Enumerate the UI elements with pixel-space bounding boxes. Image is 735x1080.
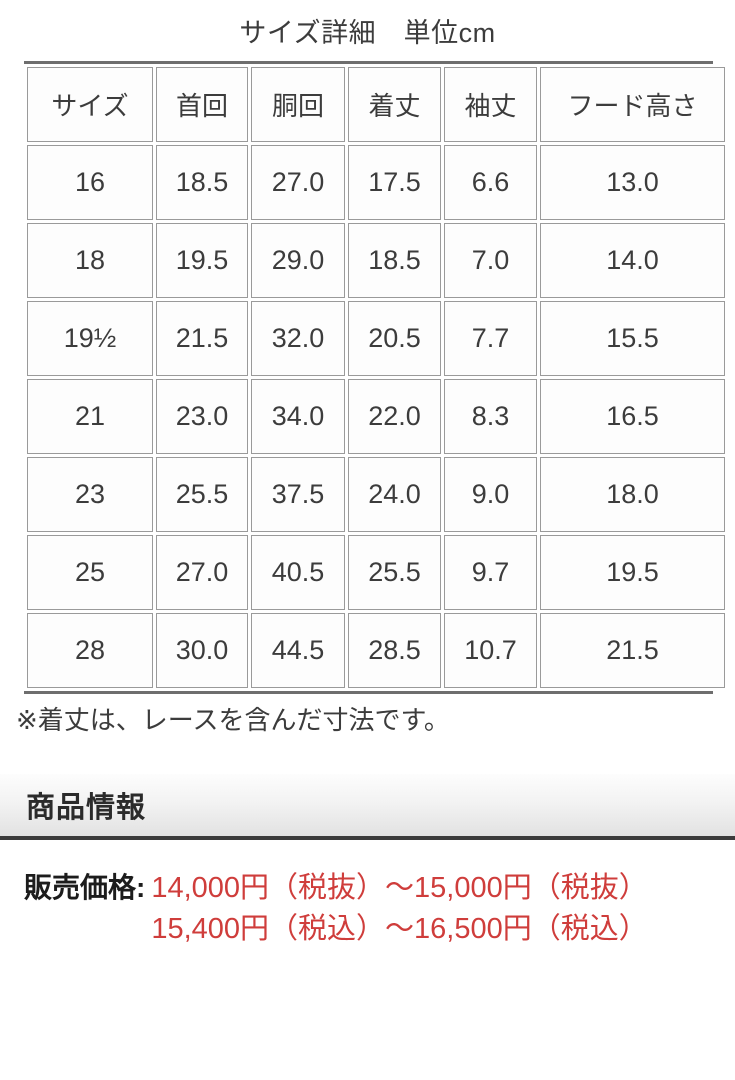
table-row: 23 25.5 37.5 24.0 9.0 18.0 <box>27 457 725 532</box>
table-cell-size: 19½ <box>27 301 153 376</box>
table-cell-sleeve: 8.3 <box>444 379 537 454</box>
table-cell-length: 20.5 <box>348 301 441 376</box>
table-cell-chest: 44.5 <box>251 613 345 688</box>
table-cell-length: 17.5 <box>348 145 441 220</box>
table-cell-hood-height: 16.5 <box>540 379 725 454</box>
table-header-cell: 胴回 <box>251 67 345 142</box>
table-header-row: サイズ 首回 胴回 着丈 袖丈 フード高さ <box>27 67 725 142</box>
table-cell-neck: 19.5 <box>156 223 248 298</box>
table-cell-neck: 21.5 <box>156 301 248 376</box>
table-row: 25 27.0 40.5 25.5 9.7 19.5 <box>27 535 725 610</box>
table-cell-sleeve: 7.7 <box>444 301 537 376</box>
table-cell-sleeve: 7.0 <box>444 223 537 298</box>
size-detail-section: サイズ詳細 単位cm サイズ 首回 胴回 着丈 袖丈 フード高さ 16 18.5 <box>16 18 725 735</box>
price-line-tax-included: 15,400円（税込）～16,500円（税込） <box>151 912 648 945</box>
table-cell-chest: 27.0 <box>251 145 345 220</box>
table-cell-hood-height: 19.5 <box>540 535 725 610</box>
table-header-cell: 袖丈 <box>444 67 537 142</box>
table-cell-size: 25 <box>27 535 153 610</box>
table-cell-chest: 37.5 <box>251 457 345 532</box>
price-label: 販売価格: <box>24 871 146 903</box>
table-cell-hood-height: 18.0 <box>540 457 725 532</box>
size-table-container: サイズ 首回 胴回 着丈 袖丈 フード高さ 16 18.5 27.0 17.5 … <box>24 61 725 694</box>
price-line-tax-excluded: 14,000円（税抜）～15,000円（税抜） <box>151 871 648 904</box>
table-cell-length: 18.5 <box>348 223 441 298</box>
table-cell-length: 25.5 <box>348 535 441 610</box>
table-cell-length: 28.5 <box>348 613 441 688</box>
size-table: サイズ 首回 胴回 着丈 袖丈 フード高さ 16 18.5 27.0 17.5 … <box>24 64 728 691</box>
table-cell-hood-height: 21.5 <box>540 613 725 688</box>
table-cell-neck: 23.0 <box>156 379 248 454</box>
table-cell-size: 21 <box>27 379 153 454</box>
table-header-cell: サイズ <box>27 67 153 142</box>
price-block: 販売価格: 14,000円（税抜）～15,000円（税抜） 15,400円（税込… <box>0 868 735 950</box>
table-cell-neck: 18.5 <box>156 145 248 220</box>
table-cell-sleeve: 9.0 <box>444 457 537 532</box>
table-cell-hood-height: 13.0 <box>540 145 725 220</box>
table-cell-size: 28 <box>27 613 153 688</box>
table-cell-chest: 34.0 <box>251 379 345 454</box>
table-row: 28 30.0 44.5 28.5 10.7 21.5 <box>27 613 725 688</box>
table-cell-neck: 25.5 <box>156 457 248 532</box>
table-header-cell: フード高さ <box>540 67 725 142</box>
section-title: 商品情報 <box>26 791 147 824</box>
table-cell-hood-height: 15.5 <box>540 301 725 376</box>
table-header-cell: 首回 <box>156 67 248 142</box>
table-cell-neck: 30.0 <box>156 613 248 688</box>
table-cell-chest: 40.5 <box>251 535 345 610</box>
table-row: 21 23.0 34.0 22.0 8.3 16.5 <box>27 379 725 454</box>
table-cell-size: 23 <box>27 457 153 532</box>
product-info-section-header: 商品情報 <box>0 773 735 840</box>
table-cell-chest: 29.0 <box>251 223 345 298</box>
table-cell-neck: 27.0 <box>156 535 248 610</box>
table-cell-sleeve: 9.7 <box>444 535 537 610</box>
table-header-cell: 着丈 <box>348 67 441 142</box>
price-values: 14,000円（税抜）～15,000円（税抜） 15,400円（税込）～16,5… <box>151 868 723 950</box>
table-cell-length: 24.0 <box>348 457 441 532</box>
table-row: 19½ 21.5 32.0 20.5 7.7 15.5 <box>27 301 725 376</box>
table-cell-sleeve: 10.7 <box>444 613 537 688</box>
table-cell-chest: 32.0 <box>251 301 345 376</box>
size-table-title: サイズ詳細 単位cm <box>239 18 496 48</box>
table-cell-sleeve: 6.6 <box>444 145 537 220</box>
table-cell-hood-height: 14.0 <box>540 223 725 298</box>
table-cell-length: 22.0 <box>348 379 441 454</box>
size-table-note: ※着丈は、レースを含んだ寸法です。 <box>16 705 450 735</box>
table-row: 18 19.5 29.0 18.5 7.0 14.0 <box>27 223 725 298</box>
table-cell-size: 18 <box>27 223 153 298</box>
table-cell-size: 16 <box>27 145 153 220</box>
table-row: 16 18.5 27.0 17.5 6.6 13.0 <box>27 145 725 220</box>
